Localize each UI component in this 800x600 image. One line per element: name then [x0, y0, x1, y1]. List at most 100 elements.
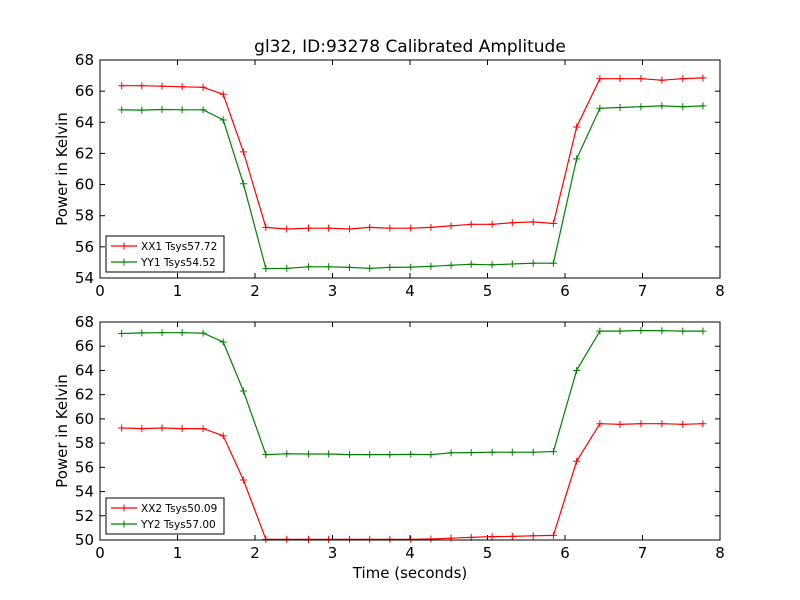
data-point — [637, 75, 645, 83]
data-point — [637, 103, 645, 111]
data-point — [658, 76, 666, 84]
data-point — [679, 75, 687, 83]
x-tick-label: 7 — [638, 282, 648, 300]
y-tick-label: 68 — [75, 313, 94, 331]
data-point — [346, 225, 354, 233]
data-point — [679, 327, 687, 335]
data-point — [488, 220, 496, 228]
data-point — [304, 263, 312, 271]
data-point — [699, 74, 707, 82]
data-point — [239, 476, 247, 484]
data-point — [386, 224, 394, 232]
data-point — [573, 155, 581, 163]
data-point — [366, 223, 374, 231]
data-point — [262, 451, 270, 459]
data-point — [699, 420, 707, 428]
y-tick-label: 54 — [75, 483, 94, 501]
data-point — [325, 224, 333, 232]
x-tick-label: 6 — [560, 282, 570, 300]
data-point — [178, 106, 186, 114]
data-point — [488, 448, 496, 456]
x-tick-label: 1 — [173, 544, 183, 562]
data-point — [508, 448, 516, 456]
data-point — [596, 420, 604, 428]
data-point — [427, 223, 435, 231]
data-point — [138, 82, 146, 90]
x-tick-label: 2 — [250, 544, 260, 562]
y-tick-label: 68 — [75, 51, 94, 69]
y-tick-label: 64 — [75, 361, 94, 379]
data-point — [637, 326, 645, 334]
data-point — [637, 420, 645, 428]
y-tick-label: 60 — [75, 410, 94, 428]
data-point — [549, 448, 557, 456]
data-point — [427, 535, 435, 543]
data-point — [386, 535, 394, 543]
data-point — [529, 448, 537, 456]
legend: XX1 Tsys57.72 YY1 Tsys54.52 — [105, 235, 225, 273]
data-point — [699, 102, 707, 110]
data-point — [239, 148, 247, 156]
data-point — [158, 82, 166, 90]
data-point — [529, 218, 537, 226]
x-tick-label: 6 — [560, 544, 570, 562]
data-point — [262, 535, 270, 543]
legend-marker — [120, 258, 128, 266]
x-tick-label: 0 — [95, 544, 105, 562]
data-point — [178, 425, 186, 433]
data-point — [529, 259, 537, 267]
y-axis-label: Power in Kelvin — [53, 112, 71, 226]
y-tick-label: 62 — [75, 144, 94, 162]
data-point — [118, 330, 126, 338]
data-point — [573, 366, 581, 374]
data-point — [118, 106, 126, 114]
data-point — [199, 106, 207, 114]
x-tick-label: 2 — [250, 282, 260, 300]
data-point — [239, 180, 247, 188]
data-point — [283, 450, 291, 458]
data-point — [529, 532, 537, 540]
data-point — [346, 535, 354, 543]
y-axis-label: Power in Kelvin — [53, 374, 71, 488]
data-point — [616, 75, 624, 83]
data-point — [407, 224, 415, 232]
data-point — [118, 424, 126, 432]
y-tick-label: 64 — [75, 113, 94, 131]
data-point — [158, 106, 166, 114]
data-point — [158, 424, 166, 432]
data-point — [658, 327, 666, 335]
data-point — [407, 263, 415, 271]
data-point — [199, 83, 207, 91]
y-tick-label: 62 — [75, 386, 94, 404]
x-tick-label: 7 — [638, 544, 648, 562]
data-point — [199, 329, 207, 337]
data-point — [283, 535, 291, 543]
data-point — [219, 338, 227, 346]
data-point — [407, 535, 415, 543]
data-point — [178, 83, 186, 91]
y-tick-label: 66 — [75, 82, 94, 100]
data-point — [325, 263, 333, 271]
y-tick-label: 58 — [75, 434, 94, 452]
data-point — [283, 225, 291, 233]
data-point — [488, 261, 496, 269]
x-axis-label: Time (seconds) — [352, 564, 468, 582]
data-point — [199, 425, 207, 433]
x-tick-label: 4 — [405, 544, 415, 562]
data-point — [467, 260, 475, 268]
data-point — [679, 103, 687, 111]
data-point — [447, 222, 455, 230]
data-point — [616, 327, 624, 335]
data-point — [325, 450, 333, 458]
data-point — [138, 329, 146, 337]
y-tick-label: 52 — [75, 507, 94, 525]
y-tick-label: 60 — [75, 176, 94, 194]
data-point — [346, 263, 354, 271]
data-point — [447, 261, 455, 269]
data-point — [679, 420, 687, 428]
data-point — [596, 104, 604, 112]
data-point — [573, 457, 581, 465]
